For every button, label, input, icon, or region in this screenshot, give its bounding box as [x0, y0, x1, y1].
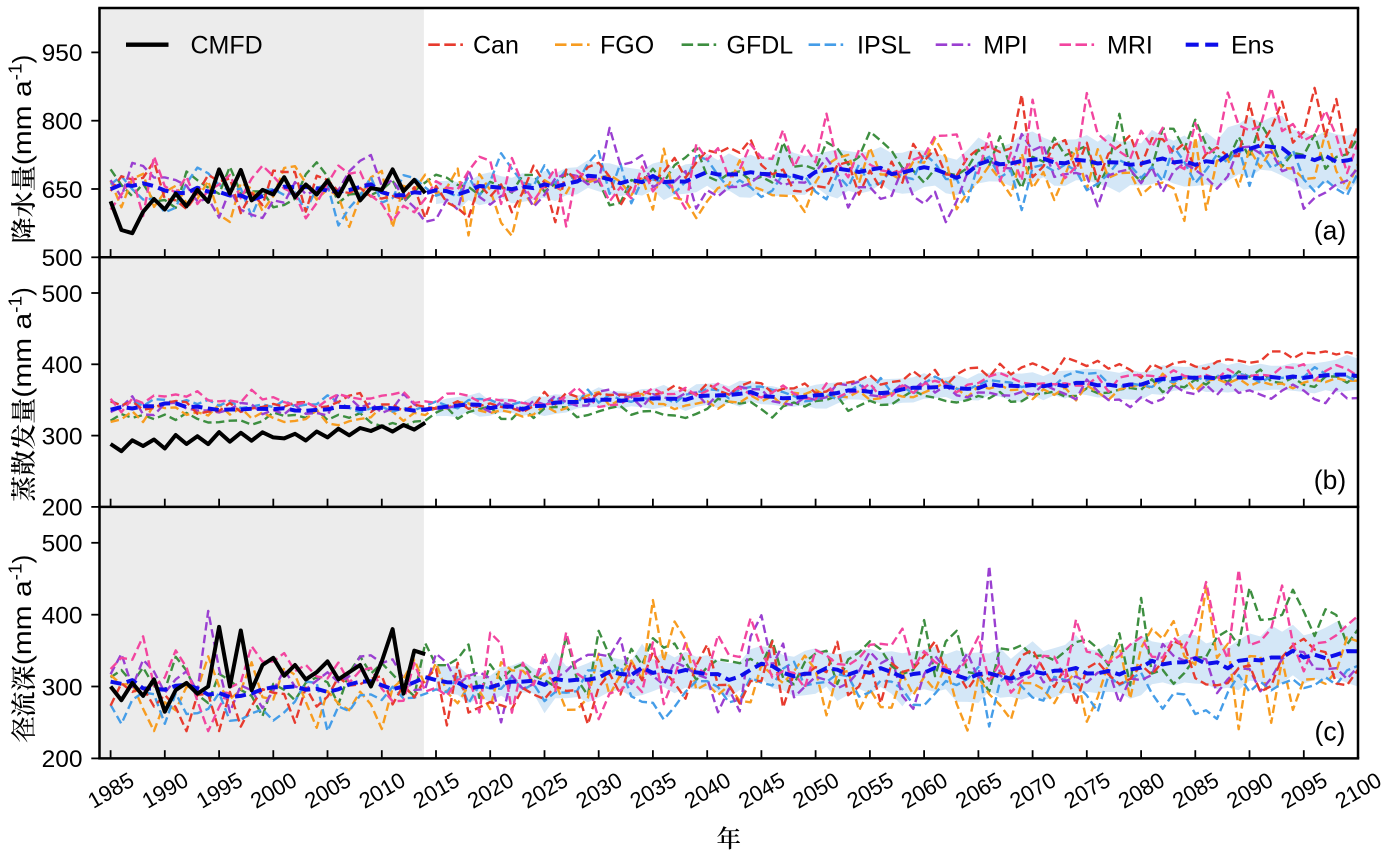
- svg-text:FGO: FGO: [600, 32, 654, 60]
- svg-text:950: 950: [42, 40, 83, 67]
- svg-text:-1: -1: [6, 563, 26, 580]
- svg-text:300: 300: [42, 423, 83, 450]
- svg-text:300: 300: [42, 674, 83, 701]
- svg-text:650: 650: [42, 177, 83, 204]
- svg-text:GFDL: GFDL: [727, 32, 794, 60]
- svg-text:800: 800: [42, 109, 83, 136]
- svg-text:-1: -1: [6, 63, 26, 80]
- svg-text:200: 200: [42, 495, 83, 522]
- svg-text:500: 500: [42, 281, 83, 308]
- svg-text:(a): (a): [1314, 216, 1346, 246]
- svg-text:): ): [7, 55, 37, 64]
- svg-text:MPI: MPI: [983, 32, 1027, 60]
- svg-text:(b): (b): [1314, 465, 1346, 495]
- svg-text:MRI: MRI: [1107, 32, 1153, 60]
- svg-text:200: 200: [42, 746, 83, 773]
- svg-text:400: 400: [42, 603, 83, 630]
- svg-text:): ): [7, 287, 37, 296]
- svg-text:(mm a: (mm a: [7, 312, 37, 398]
- svg-text:500: 500: [42, 531, 83, 558]
- svg-text:500: 500: [42, 245, 83, 272]
- svg-text:400: 400: [42, 352, 83, 379]
- svg-text:Ens: Ens: [1231, 32, 1274, 60]
- svg-text:Can: Can: [473, 32, 519, 60]
- svg-text:): ): [7, 555, 37, 564]
- svg-text:-1: -1: [6, 296, 26, 313]
- svg-text:IPSL: IPSL: [857, 32, 911, 60]
- svg-text:(mm a: (mm a: [7, 80, 37, 166]
- svg-text:(mm a: (mm a: [7, 580, 37, 666]
- svg-text:CMFD: CMFD: [191, 32, 263, 60]
- svg-text:(c): (c): [1315, 717, 1346, 747]
